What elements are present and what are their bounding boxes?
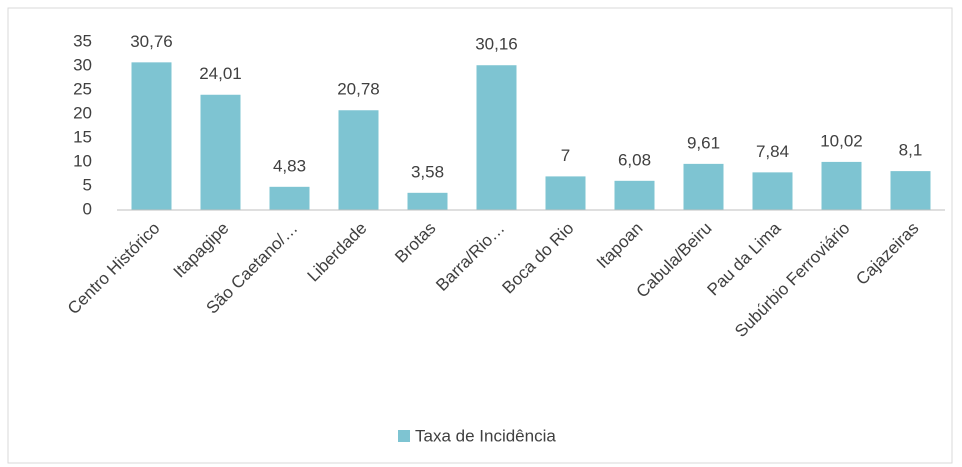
bar — [269, 186, 310, 210]
data-label: 20,78 — [337, 80, 380, 99]
bar — [752, 172, 793, 210]
data-label: 24,01 — [199, 64, 242, 83]
bar — [338, 110, 379, 210]
data-label: 9,61 — [687, 133, 720, 152]
bar — [614, 180, 655, 210]
y-tick-label: 10 — [73, 151, 92, 170]
bar — [407, 192, 448, 210]
legend-swatch — [398, 430, 410, 442]
data-label: 30,16 — [475, 35, 518, 54]
data-label: 7 — [561, 146, 570, 165]
data-label: 6,08 — [618, 150, 651, 169]
bar — [683, 163, 724, 210]
data-label: 8,1 — [899, 141, 923, 160]
bar — [200, 94, 241, 210]
data-label: 3,58 — [411, 162, 444, 181]
data-label: 7,84 — [756, 142, 789, 161]
data-label: 30,76 — [130, 32, 173, 51]
data-label: 4,83 — [273, 156, 306, 175]
y-tick-label: 15 — [73, 127, 92, 146]
y-tick-label: 35 — [73, 31, 92, 50]
bar — [476, 65, 517, 211]
y-tick-label: 30 — [73, 55, 92, 74]
y-tick-label: 25 — [73, 79, 92, 98]
y-tick-label: 0 — [83, 199, 92, 218]
y-tick-label: 20 — [73, 103, 92, 122]
y-tick-label: 5 — [83, 175, 92, 194]
data-label: 10,02 — [820, 131, 863, 150]
bar — [545, 176, 586, 210]
bar — [131, 62, 172, 210]
bar — [890, 171, 931, 210]
legend-label: Taxa de Incidência — [415, 426, 556, 445]
bar — [821, 161, 862, 210]
